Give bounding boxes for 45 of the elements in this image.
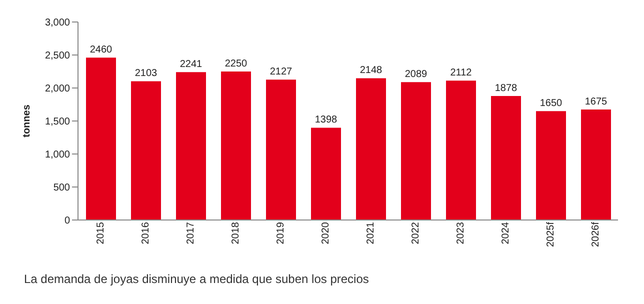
y-tick-label: 2,500 <box>44 50 70 62</box>
bar <box>446 80 476 220</box>
bar <box>221 72 251 220</box>
data-label: 2148 <box>360 65 383 76</box>
x-tick-label: 2025f <box>546 222 557 248</box>
bar <box>581 109 611 220</box>
data-label: 2112 <box>450 68 472 79</box>
x-tick-label: 2016 <box>140 222 152 244</box>
x-tick-label: 2026f <box>590 222 602 248</box>
y-tick-label: 1,500 <box>44 116 70 128</box>
x-tick-label: 2024 <box>500 222 512 244</box>
y-tick-label: 1,000 <box>44 150 70 161</box>
bar <box>86 58 116 220</box>
data-label: 1650 <box>540 98 563 110</box>
data-label: 1675 <box>584 96 608 108</box>
bar <box>311 128 341 220</box>
x-tick-label: 2017 <box>186 222 197 244</box>
data-label: 2089 <box>404 69 428 80</box>
x-tick-label: 2022 <box>410 222 422 244</box>
bar <box>266 80 296 220</box>
data-label: 2460 <box>90 44 113 56</box>
y-tick-label: 500 <box>53 182 70 194</box>
data-label: 2241 <box>180 59 203 70</box>
bar <box>536 111 566 220</box>
y-tick-label: 0 <box>64 216 70 227</box>
data-label: 2127 <box>270 66 293 78</box>
data-label: 1878 <box>494 83 518 94</box>
bar <box>356 78 386 220</box>
x-tick-label: 2023 <box>456 222 467 244</box>
y-axis-title: tonnes <box>22 104 33 138</box>
data-label: 1398 <box>314 114 338 126</box>
data-label: 2103 <box>134 68 158 80</box>
x-tick-label: 2021 <box>366 222 377 244</box>
x-tick-label: 2019 <box>276 222 287 244</box>
x-tick-label: 2018 <box>230 222 242 244</box>
bar <box>131 81 161 220</box>
y-tick-label: 2,000 <box>44 84 70 95</box>
x-tick-label: 2015 <box>96 222 107 244</box>
x-tick-label: 2020 <box>320 222 332 244</box>
data-label: 2250 <box>224 58 248 70</box>
bar <box>401 82 431 220</box>
bar <box>176 72 206 220</box>
bar <box>491 96 521 220</box>
text: La demanda de joyas disminuye a medida que suben los precios <box>24 272 370 286</box>
y-tick-label: 3,000 <box>44 18 70 29</box>
